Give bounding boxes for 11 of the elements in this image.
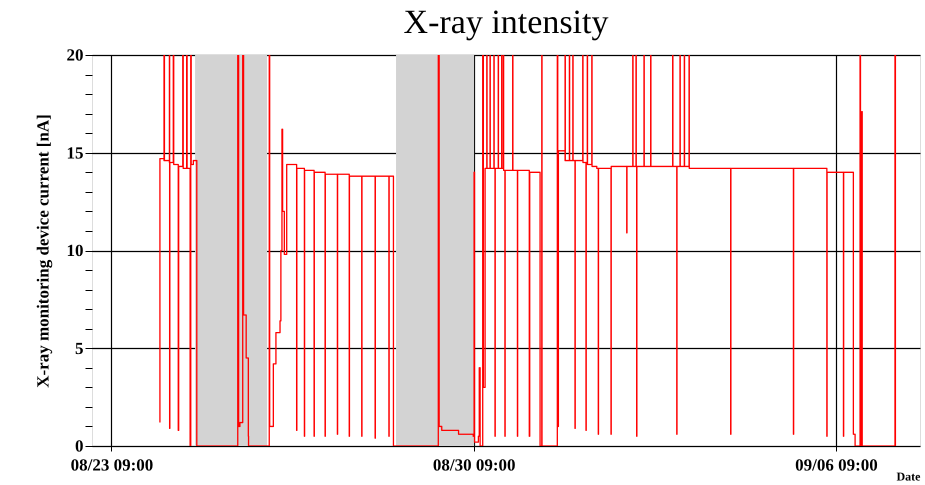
y-tick-label: 10 (66, 241, 84, 260)
x-axis-title: Date (896, 470, 922, 484)
y-tick-label: 0 (75, 436, 84, 456)
y-axis-title: X-ray monitoring device current [nA] (34, 114, 52, 388)
x-tick-label: 08/30 09:00 (432, 456, 516, 474)
x-tick-label: 08/23 09:00 (70, 456, 154, 474)
y-tick-label: 5 (75, 338, 84, 358)
y-tick-label: 20 (66, 46, 84, 64)
chart-title: X-ray intensity (404, 4, 608, 41)
y-tick-label: 15 (66, 143, 84, 162)
x-tick-label: 09/06 09:00 (795, 456, 878, 474)
